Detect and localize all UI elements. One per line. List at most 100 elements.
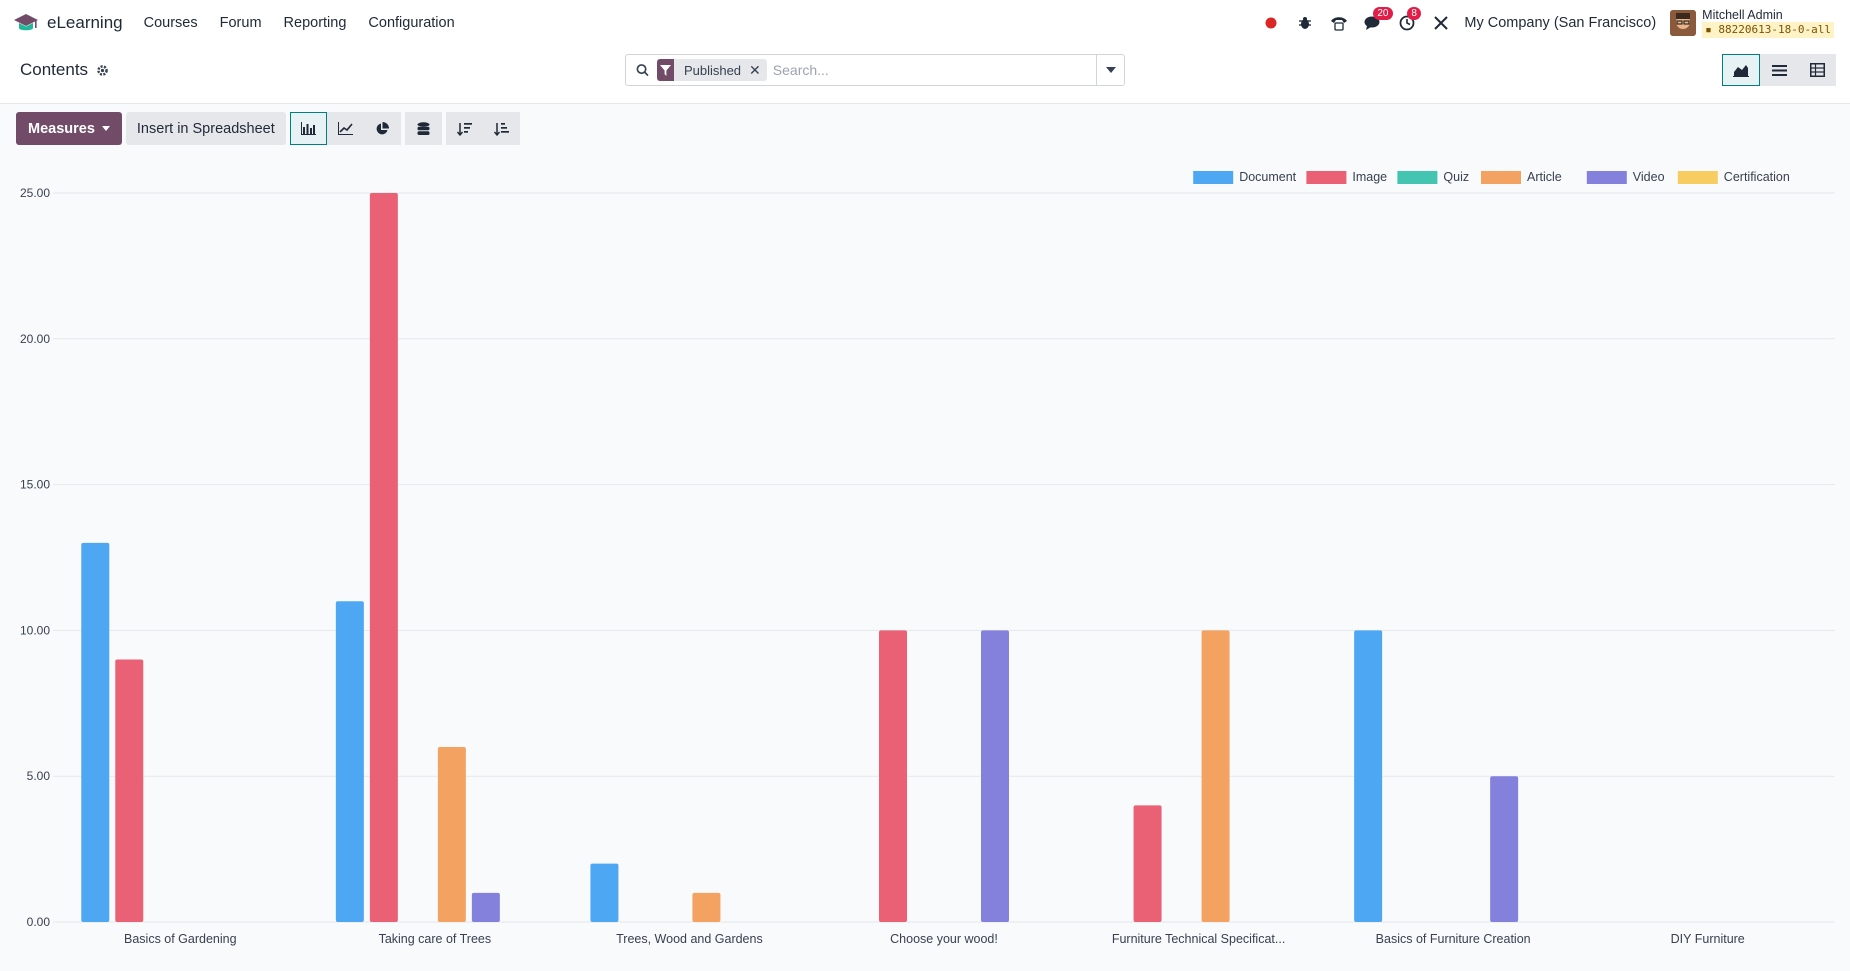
bar <box>1133 805 1162 922</box>
search-input[interactable] <box>772 62 1124 78</box>
menu-courses[interactable]: Courses <box>143 15 198 31</box>
x-tick-label: Choose your wood! <box>890 932 998 946</box>
caret-down-icon <box>1105 67 1116 73</box>
y-tick-label: 0.00 <box>27 915 51 929</box>
line-chart-button[interactable] <box>326 112 364 145</box>
tools-icon[interactable] <box>1430 12 1452 34</box>
insert-spreadsheet-label: Insert in Spreadsheet <box>136 120 275 137</box>
search-icon <box>636 64 649 77</box>
sort-descending-button[interactable] <box>445 112 483 145</box>
bar <box>471 892 500 922</box>
facet-label: Published <box>683 62 742 78</box>
activities-count-badge: 8 <box>1407 7 1421 20</box>
bar <box>692 892 721 922</box>
user-name: Mitchell Admin <box>1702 8 1783 22</box>
filter-icon <box>656 59 674 81</box>
list-icon <box>1771 64 1787 76</box>
legend-label: Quiz <box>1443 170 1469 184</box>
legend-swatch <box>1397 171 1438 184</box>
caret-down-icon <box>101 126 110 131</box>
bar <box>437 747 466 922</box>
x-tick-label: Taking care of Trees <box>379 932 492 946</box>
measures-button[interactable]: Measures <box>16 112 122 145</box>
legend-swatch <box>1586 171 1627 184</box>
menu-configuration[interactable]: Configuration <box>368 15 455 31</box>
app-brand[interactable]: eLearning <box>13 10 123 36</box>
main-menu: Courses Forum Reporting Configuration <box>144 15 477 31</box>
database-name: ▪ 88220613-18-0-all <box>1702 22 1834 38</box>
y-tick-label: 25.00 <box>20 186 50 200</box>
messages-icon[interactable]: 20 <box>1362 7 1393 34</box>
user-avatar[interactable] <box>1670 10 1697 36</box>
bar <box>1490 776 1519 922</box>
bug-icon[interactable] <box>1294 12 1316 34</box>
legend-swatch <box>1306 171 1347 184</box>
sort-ascending-button[interactable] <box>482 112 520 145</box>
recording-icon[interactable] <box>1260 12 1282 34</box>
database-name-text: 88220613-18-0-all <box>1718 23 1831 36</box>
x-tick-label: Trees, Wood and Gardens <box>616 932 763 946</box>
legend-swatch <box>1193 171 1234 184</box>
table-icon <box>1809 63 1825 77</box>
y-tick-label: 20.00 <box>20 332 50 346</box>
menu-reporting[interactable]: Reporting <box>283 15 347 31</box>
x-tick-label: DIY Furniture <box>1671 932 1745 946</box>
filter-facet: Published ✕ <box>656 59 767 81</box>
pie-chart-icon <box>376 121 390 134</box>
bar <box>369 193 398 922</box>
remove-facet-icon[interactable]: ✕ <box>749 61 761 78</box>
breadcrumb: Contents <box>20 60 109 80</box>
y-tick-label: 10.00 <box>20 623 50 637</box>
graduation-cap-icon <box>14 14 38 31</box>
x-tick-label: Basics of Furniture Creation <box>1376 932 1531 946</box>
legend-label: Certification <box>1724 170 1790 184</box>
view-switcher <box>1722 54 1836 86</box>
legend-label: Video <box>1633 170 1665 184</box>
insert-spreadsheet-button[interactable]: Insert in Spreadsheet <box>125 112 286 145</box>
pie-chart-button[interactable] <box>363 112 401 145</box>
list-view-button[interactable] <box>1760 54 1798 86</box>
line-chart-icon <box>337 122 353 135</box>
activities-clock-icon[interactable]: 8 <box>1396 7 1421 34</box>
bar <box>81 542 110 922</box>
bar-chart-button[interactable] <box>289 112 327 145</box>
area-chart-icon <box>1733 65 1749 77</box>
graph-area: 0.00 5.00 10.00 15.00 20.00 25.00 Basics of Ga… <box>0 150 1850 966</box>
page-title: Contents <box>20 60 89 79</box>
sort-ascending-icon <box>493 122 509 136</box>
bar <box>1201 630 1230 922</box>
bar <box>879 630 907 922</box>
menu-forum[interactable]: Forum <box>219 15 262 31</box>
graph-toolbar: Measures Insert in Spreadsheet <box>16 112 520 145</box>
legend-label: Image <box>1352 170 1387 184</box>
pivot-view-button[interactable] <box>1798 54 1836 86</box>
y-tick-label: 15.00 <box>20 478 50 492</box>
top-navbar: eLearning Courses Forum Reporting Config… <box>0 0 1850 46</box>
company-switcher[interactable]: My Company (San Francisco) <box>1464 15 1657 31</box>
app-name: eLearning <box>47 13 123 32</box>
bar <box>335 601 364 922</box>
bar <box>115 659 144 922</box>
phone-icon[interactable] <box>1328 12 1350 34</box>
bar <box>981 630 1009 922</box>
messages-count-badge: 20 <box>1373 7 1393 20</box>
user-menu[interactable]: Mitchell Admin ▪ 88220613-18-0-all <box>1702 8 1834 38</box>
bar-chart: 0.00 5.00 10.00 15.00 20.00 25.00 Basics of Ga… <box>20 170 1835 946</box>
bar <box>590 863 619 922</box>
search-bar: Published ✕ <box>625 54 1125 86</box>
bar <box>1354 630 1383 922</box>
y-tick-label: 5.00 <box>27 769 51 783</box>
legend-swatch <box>1481 171 1521 184</box>
graph-view-button[interactable] <box>1722 54 1760 86</box>
stacked-button[interactable] <box>404 112 442 145</box>
control-panel: Contents Published ✕ <box>0 46 1850 104</box>
x-tick-label: Furniture Technical Specificat... <box>1112 932 1285 946</box>
search-options-toggle[interactable] <box>1096 55 1124 85</box>
sort-descending-icon <box>456 122 472 136</box>
legend-swatch <box>1677 171 1718 184</box>
gear-icon[interactable] <box>96 64 109 77</box>
bar-chart-icon <box>300 122 316 135</box>
legend-label: Article <box>1527 170 1562 184</box>
measures-label: Measures <box>28 120 95 137</box>
x-tick-label: Basics of Gardening <box>124 932 237 946</box>
